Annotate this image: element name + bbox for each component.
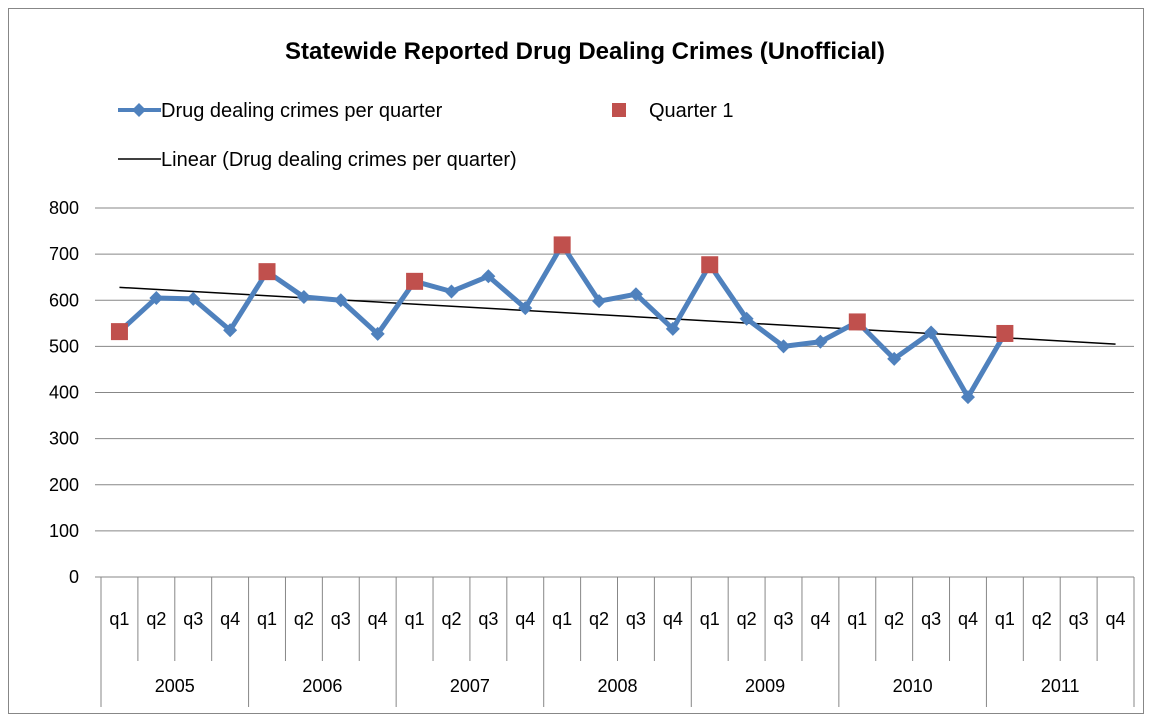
series-polyline [117, 242, 1008, 400]
x-tick-label-year: 2005 [155, 676, 195, 696]
x-tick-label-year: 2007 [450, 676, 490, 696]
chart-frame: Statewide Reported Drug Dealing Crimes (… [8, 8, 1144, 714]
data-point-marker [444, 284, 459, 299]
y-tick-label: 800 [49, 198, 79, 218]
quarter1-marker [848, 313, 866, 331]
data-point-marker [813, 334, 828, 349]
x-tick-label-quarter: q2 [1032, 609, 1052, 629]
x-tick-label-quarter: q2 [589, 609, 609, 629]
x-tick-label-quarter: q3 [183, 609, 203, 629]
x-tick-label-year: 2008 [597, 676, 637, 696]
legend-label-linear: Linear (Drug dealing crimes per quarter) [161, 149, 517, 171]
y-tick-label: 300 [49, 429, 79, 449]
data-point-marker [665, 321, 680, 336]
x-tick-label-quarter: q1 [405, 609, 425, 629]
x-tick-label-quarter: q4 [663, 609, 683, 629]
quarter1-marker [258, 263, 276, 281]
x-tick-label-quarter: q2 [737, 609, 757, 629]
legend-label-quarter1: Quarter 1 [649, 100, 733, 122]
x-axis: q1 q2 q3 q4 q1 q2 q3 q4 q1 q2 q3 q4 q1 q2 q3 q4 q1 q2 q3 q4… [100, 577, 1135, 707]
line-chart: Statewide Reported Drug Dealing Crimes (… [49, 38, 1135, 707]
data-point-marker [592, 294, 607, 309]
x-tick-label-quarter: q1 [109, 609, 129, 629]
x-tick-label-quarter: q4 [958, 609, 978, 629]
x-tick-label-quarter: q4 [515, 609, 535, 629]
data-point-marker [739, 311, 754, 326]
data-point-marker [776, 339, 791, 354]
x-tick-label-year: 2006 [302, 676, 342, 696]
y-axis-tick-labels: 0 100 200 300 400 500 600 700 800 [49, 198, 79, 587]
x-tick-label-quarter: q4 [1106, 609, 1126, 629]
y-tick-label: 400 [49, 383, 79, 403]
x-tick-label-quarter: q2 [884, 609, 904, 629]
quarter1-marker [553, 236, 571, 254]
data-point-marker [223, 323, 238, 338]
data-point-marker [960, 390, 975, 405]
data-point-marker [481, 269, 496, 284]
x-tick-label-quarter: q2 [441, 609, 461, 629]
data-point-marker [628, 287, 643, 302]
series-line [117, 242, 1008, 400]
x-tick-label-quarter: q3 [1069, 609, 1089, 629]
x-tick-label-quarter: q3 [774, 609, 794, 629]
x-tick-label-year: 2011 [1041, 676, 1080, 696]
gridlines [95, 207, 1134, 578]
x-tick-label-quarter: q4 [220, 609, 240, 629]
quarter1-marker [996, 324, 1014, 342]
series-markers [112, 237, 1012, 405]
x-tick-label-quarter: q1 [995, 609, 1015, 629]
trendline [119, 286, 1116, 345]
quarter1-markers [110, 236, 1014, 342]
y-tick-label: 100 [49, 521, 79, 541]
data-point-marker [518, 301, 533, 316]
y-tick-label: 0 [69, 567, 79, 587]
x-tick-label-quarter: q2 [146, 609, 166, 629]
trendline-segment [119, 286, 1116, 345]
y-tick-label: 500 [49, 336, 79, 356]
data-point-marker [296, 290, 311, 305]
x-tick-label-quarter: q1 [847, 609, 867, 629]
x-tick-label-quarter: q1 [257, 609, 277, 629]
quarter1-marker [406, 272, 424, 290]
y-tick-label: 200 [49, 475, 79, 495]
legend: Drug dealing crimes per quarter Quarter … [118, 100, 733, 171]
data-point-marker [924, 325, 939, 340]
x-tick-label-quarter: q2 [294, 609, 314, 629]
x-tick-label-quarter: q3 [478, 609, 498, 629]
quarter1-marker [110, 323, 128, 341]
legend-item-series: Drug dealing crimes per quarter [118, 100, 443, 122]
y-tick-label: 700 [49, 244, 79, 264]
legend-item-linear: Linear (Drug dealing crimes per quarter) [118, 149, 517, 171]
quarter1-marker [701, 256, 719, 274]
data-point-marker [370, 326, 385, 341]
chart-title: Statewide Reported Drug Dealing Crimes (… [285, 38, 885, 65]
data-point-marker [887, 351, 902, 366]
x-tick-label-year: 2010 [893, 676, 933, 696]
x-tick-label-quarter: q1 [700, 609, 720, 629]
x-tick-label-quarter: q1 [552, 609, 572, 629]
data-point-marker [333, 293, 348, 308]
y-tick-label: 600 [49, 290, 79, 310]
data-point-marker [186, 291, 201, 306]
legend-label-series: Drug dealing crimes per quarter [161, 100, 443, 122]
x-tick-label-quarter: q3 [921, 609, 941, 629]
data-point-marker [149, 290, 164, 305]
x-tick-label-year: 2009 [745, 676, 785, 696]
x-tick-label-quarter: q3 [626, 609, 646, 629]
legend-item-quarter1: Quarter 1 [612, 100, 733, 122]
legend-swatch-series-marker [132, 103, 146, 117]
x-tick-label-quarter: q4 [368, 609, 388, 629]
x-tick-label-quarter: q4 [810, 609, 830, 629]
x-tick-label-quarter: q3 [331, 609, 351, 629]
legend-swatch-quarter1 [612, 103, 626, 117]
